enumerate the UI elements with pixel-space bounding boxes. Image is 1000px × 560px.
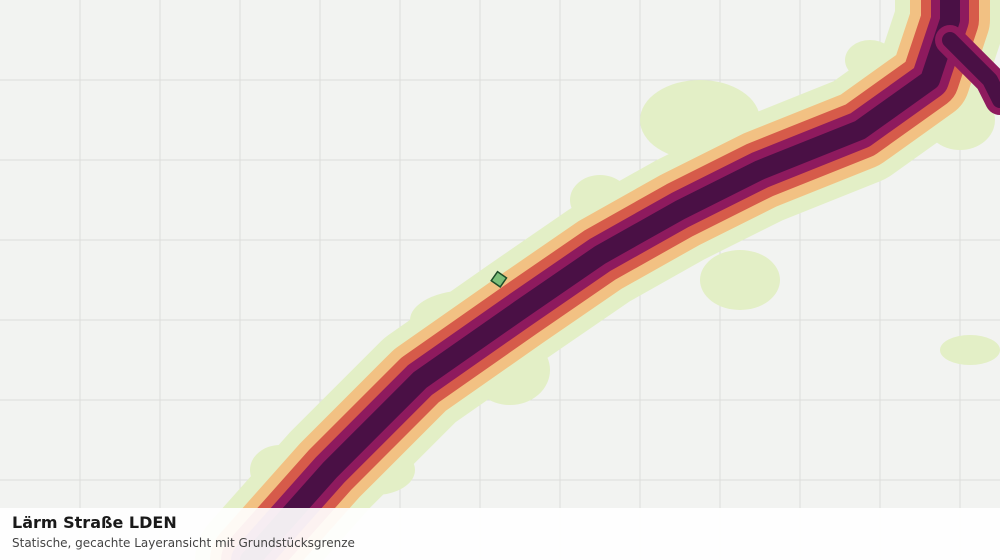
caption-panel: Lärm Straße LDEN Statische, gecachte Lay… xyxy=(0,508,1000,560)
parcel xyxy=(490,270,508,289)
map-subtitle: Statische, gecachte Layeransicht mit Gru… xyxy=(12,536,355,550)
map-title: Lärm Straße LDEN xyxy=(12,513,177,532)
noise-band-5 xyxy=(240,0,960,560)
noise-branch-core xyxy=(942,32,1000,108)
noise-layer xyxy=(195,0,1000,560)
